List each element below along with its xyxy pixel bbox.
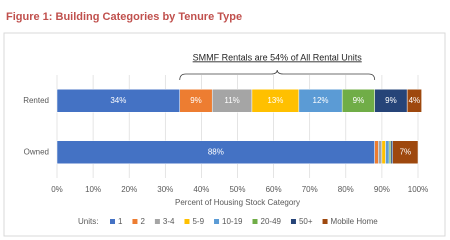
y-tick-label: Owned xyxy=(24,147,49,156)
bar-segment xyxy=(374,140,379,164)
value-label: 34% xyxy=(110,96,126,105)
legend-label: 20-49 xyxy=(261,217,282,226)
legend-swatch xyxy=(290,219,296,224)
bar-segment xyxy=(378,140,383,164)
legend-label: 2 xyxy=(140,217,145,226)
legend-title: Units: xyxy=(78,217,98,226)
value-label: 13% xyxy=(267,96,283,105)
x-tick-label: 40% xyxy=(193,185,209,194)
bar-segment xyxy=(388,140,392,164)
value-label: 4% xyxy=(409,96,421,105)
x-tick-label: 80% xyxy=(338,185,354,194)
legend-swatch xyxy=(110,219,115,224)
value-label: 9% xyxy=(353,96,365,105)
value-label: 11% xyxy=(224,96,239,105)
x-tick-label: 60% xyxy=(266,185,282,194)
x-tick-label: 100% xyxy=(408,185,428,194)
legend-swatch xyxy=(322,219,328,224)
x-tick-label: 10% xyxy=(85,185,101,194)
legend-swatch xyxy=(214,219,220,224)
value-label: 7% xyxy=(400,147,412,156)
x-tick-label: 50% xyxy=(229,185,245,194)
bar-segment xyxy=(392,140,419,164)
bar-segment xyxy=(390,140,393,164)
bar-segment xyxy=(385,140,390,164)
annotation: SMMF Rentals are 54% of All Rental Units xyxy=(193,52,363,62)
legend-swatch xyxy=(154,219,160,224)
brace xyxy=(179,69,376,81)
value-label: 9% xyxy=(385,96,397,105)
x-tick-label: 0% xyxy=(51,185,63,194)
value-label: 9% xyxy=(190,96,202,105)
x-tick-label: 20% xyxy=(121,185,137,194)
x-axis-label: Percent of Housing Stock Category xyxy=(175,198,300,207)
value-label: 12% xyxy=(313,96,329,105)
legend-label: 50+ xyxy=(299,217,313,226)
bar-segment xyxy=(406,89,422,113)
value-label: 88% xyxy=(208,147,224,156)
legend-swatch xyxy=(132,219,138,224)
x-tick-label: 90% xyxy=(374,185,390,194)
legend-label: 10-19 xyxy=(222,217,243,226)
y-tick-label: Rented xyxy=(23,96,49,105)
legend-swatch xyxy=(252,219,258,224)
legend-label: 5-9 xyxy=(192,217,204,226)
chart-frame xyxy=(3,32,446,237)
bar-segment xyxy=(381,140,386,164)
legend-label: Mobile Home xyxy=(331,217,379,226)
x-tick-label: 70% xyxy=(302,185,318,194)
x-tick-label: 30% xyxy=(157,185,173,194)
chart-title: Figure 1: Building Categories by Tenure … xyxy=(6,11,242,23)
legend-label: 3-4 xyxy=(163,217,175,226)
legend-label: 1 xyxy=(118,217,123,226)
legend-swatch xyxy=(184,219,190,224)
